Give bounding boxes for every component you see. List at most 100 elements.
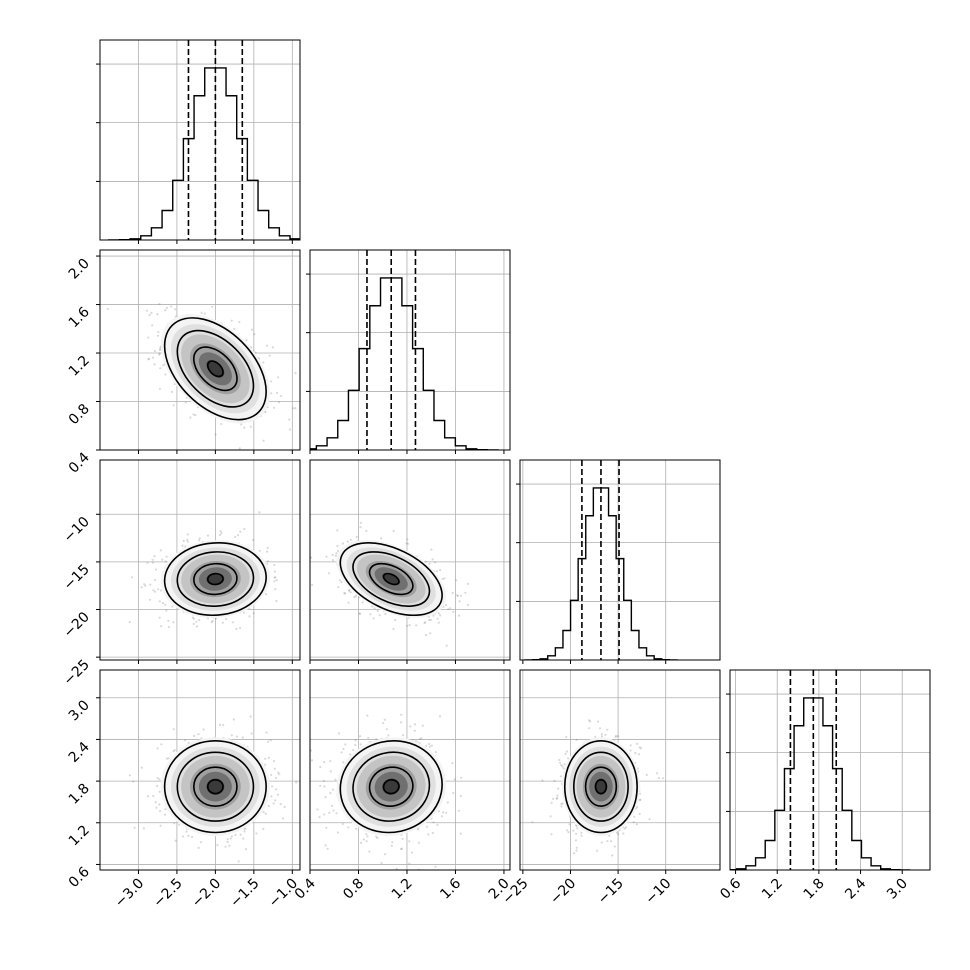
scatter-point [277,376,280,379]
scatter-point [596,849,599,852]
scatter-point [336,529,339,532]
scatter-point [428,742,431,746]
scatter-point [277,771,280,774]
scatter-point [270,380,273,383]
density-layer [310,521,470,647]
scatter-point [457,614,461,617]
scatter-point [348,588,351,592]
y-tick-label: 2.0 [66,256,93,283]
contour-2 [193,766,238,807]
scatter-point [387,734,390,737]
scatter-point [225,617,228,621]
scatter-point [265,731,268,734]
scatter-point [324,844,327,847]
scatter-point [376,609,379,613]
scatter-point [328,811,331,814]
ticks [516,483,667,664]
scatter-point [152,356,155,359]
scatter-point [331,559,335,562]
scatter-point [165,609,168,612]
scatter-point [452,791,455,795]
scatter-point [242,611,245,614]
scatter-point [195,620,198,623]
scatter-point [421,724,424,727]
scatter-point [242,837,245,840]
y-tick-label: −20 [61,609,93,641]
scatter-point [343,592,346,595]
scatter-point [318,816,321,819]
scatter-point [365,833,368,836]
scatter-point [181,544,184,547]
x-tick-label: −20 [547,876,579,908]
x-tick-label: 0.8 [340,876,367,903]
scatter-point [439,614,442,617]
scatter-point [580,834,583,837]
panel-1-1 [306,249,511,454]
scatter-point [558,761,562,764]
scatter-point [560,764,563,767]
scatter-point [234,535,237,539]
y-tick-label: 0.4 [66,449,93,476]
scatter-point [382,721,385,725]
scatter-point [140,766,143,769]
panel-frame [729,669,931,871]
scatter-point [262,827,265,831]
scatter-point [153,363,156,366]
scatter-point [429,618,432,622]
scatter-point [273,563,276,567]
scatter-point [615,831,619,834]
x-tick-label: −3.0 [112,876,147,911]
scatter-point [230,319,233,322]
scatter-point [445,603,448,607]
scatter-point [294,372,297,375]
panel-frame [519,669,721,871]
panel-0-0 [96,39,301,244]
scatter-point [341,822,344,826]
scatter-point [557,787,560,790]
scatter-point [322,779,325,783]
scatter-point [206,534,209,537]
scatter-point [275,579,278,582]
scatter-point [244,848,247,851]
y-tick-label: −10 [61,514,93,546]
scatter-point [417,841,420,844]
x-tick-label: 0.6 [717,875,744,902]
scatter-point [275,776,278,780]
x-tick-label: −1.5 [227,876,262,911]
scatter-point [341,542,344,545]
scatter-point [234,833,237,837]
scatter-point [400,713,403,716]
ticks [96,697,293,874]
scatter-point [153,349,157,353]
scatter-point [272,802,275,805]
panel-2-1 [309,459,511,664]
scatter-point [656,772,659,775]
scatter-point [366,835,369,838]
scatter-point [161,558,164,561]
scatter-point [368,850,371,853]
scatter-point [172,621,175,624]
scatter-point [411,851,414,854]
scatter-point [210,621,213,624]
scatter-point [195,625,199,628]
scatter-point [191,616,194,619]
scatter-point [613,845,616,848]
scatter-point [275,599,278,603]
scatter-point [216,844,219,847]
contour-1 [573,751,629,822]
contour-0 [163,740,267,834]
scatter-point [552,797,555,801]
scatter-point [413,723,417,726]
scatter-point [550,801,553,805]
scatter-point [445,644,448,647]
scatter-point [264,763,267,766]
density-shade-5 [594,778,608,795]
scatter-point [596,720,600,723]
scatter-point [344,592,347,595]
scatter-point [610,840,613,843]
panel-frame [309,249,511,451]
scatter-point [200,737,203,740]
scatter-point [258,549,261,552]
scatter-point [238,320,241,324]
scatter-point [214,433,217,436]
